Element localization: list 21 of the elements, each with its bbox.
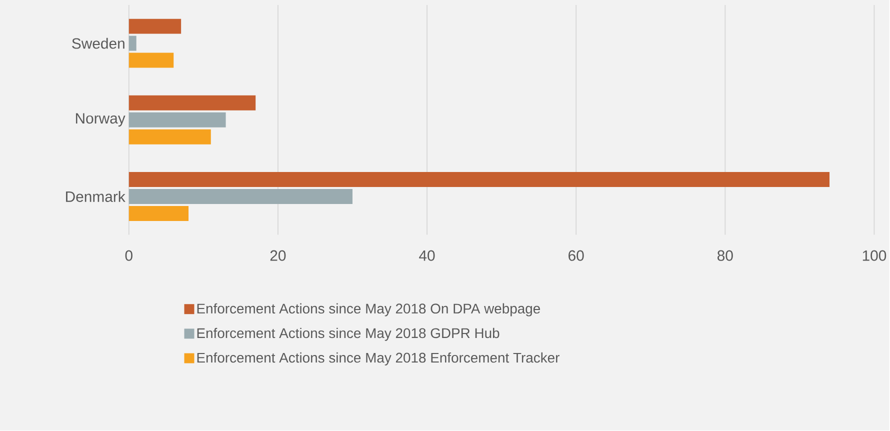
- legend-label: Enforcement Actions since May 2018 On DPA webpage: [197, 303, 540, 316]
- bar: [128, 189, 352, 204]
- bar: [128, 52, 174, 68]
- bar: [128, 130, 211, 145]
- x-tick-label: 80: [718, 250, 733, 262]
- x-tick-label: 0: [125, 250, 132, 262]
- bar: [128, 96, 256, 111]
- x-tick-label: 40: [419, 250, 435, 262]
- legend-label: Enforcement Actions since May 2018 Enforcement Tracker: [197, 352, 560, 366]
- y-tick-label: Norway: [76, 113, 126, 127]
- legend-label: Enforcement Actions since May 2018 GDPR Hub: [197, 328, 500, 342]
- bar: [128, 172, 830, 188]
- x-tick-label: 100: [862, 250, 886, 262]
- bar: [128, 112, 226, 128]
- y-tick-label: Denmark: [66, 191, 126, 202]
- bar: [128, 19, 182, 34]
- bar: [128, 206, 189, 222]
- y-tick-label: Sweden: [72, 38, 124, 49]
- x-tick-label: 20: [270, 250, 286, 262]
- x-tick-label: 60: [568, 250, 584, 262]
- bar: [128, 36, 136, 51]
